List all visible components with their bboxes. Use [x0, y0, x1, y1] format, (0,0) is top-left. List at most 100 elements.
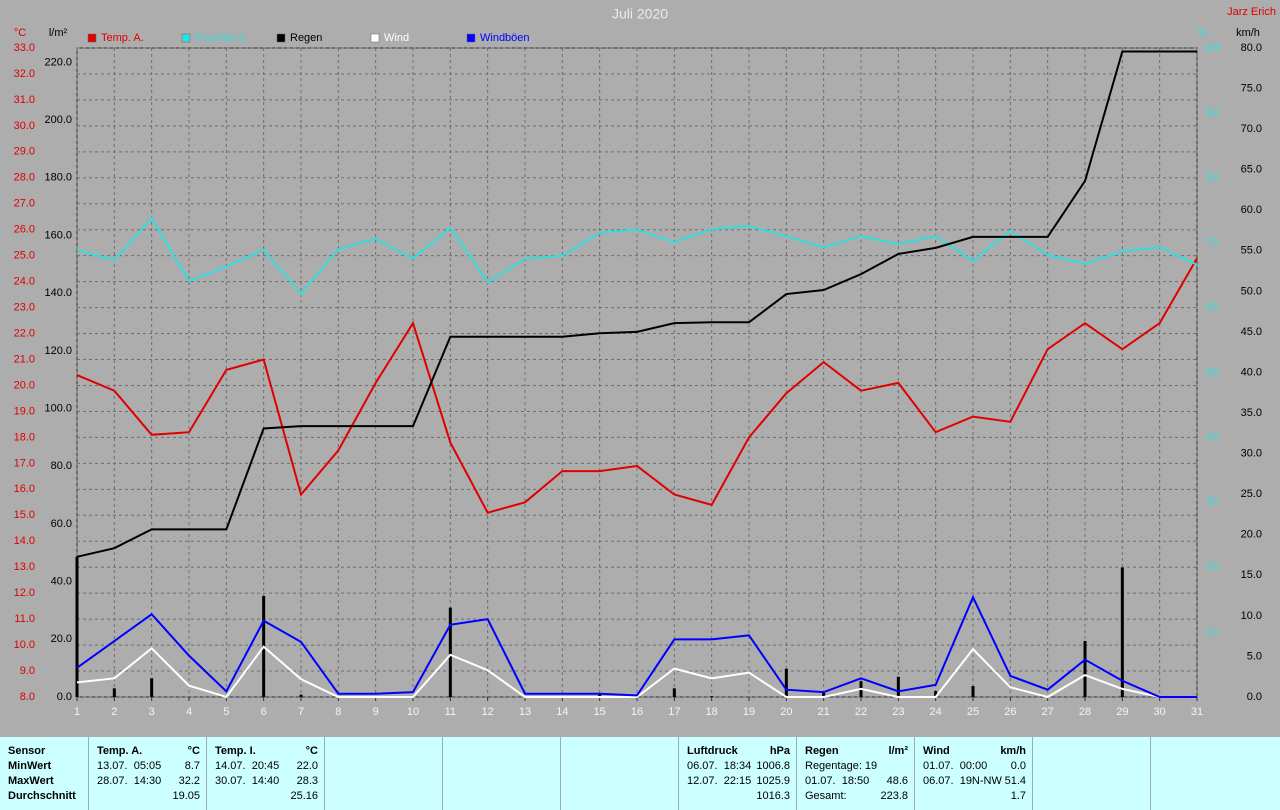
- y-tick-label: 26.0: [14, 224, 35, 236]
- table-cell: 06.07. 19N-NW: [923, 775, 1002, 787]
- y-tick-label: 0.0: [1247, 691, 1262, 703]
- y-tick-label: 31.0: [14, 94, 35, 106]
- table-cell: 28.07. 14:30: [97, 775, 162, 787]
- x-tick-label: 24: [930, 706, 942, 718]
- x-tick-label: 23: [892, 706, 904, 718]
- table-cell: MaxWert: [8, 775, 54, 787]
- rain-bar: [112, 688, 116, 697]
- x-tick-label: 14: [556, 706, 568, 718]
- y-tick-label: 20.0: [14, 379, 35, 391]
- y-tick-label: 80: [1206, 172, 1218, 184]
- legend-swatch: [181, 33, 191, 43]
- x-tick-label: 13: [519, 706, 531, 718]
- table-cell: Gesamt:: [805, 790, 847, 802]
- table-cell: Regentage: 19: [805, 760, 878, 772]
- y-tick-label: 27.0: [14, 198, 35, 210]
- y-axis-unit: °C: [14, 27, 26, 39]
- legend-label: Temp. A.: [101, 32, 144, 44]
- table-cell: 01.07. 00:00: [923, 760, 988, 772]
- y-tick-label: 8.0: [20, 691, 35, 703]
- table-cell: 12.07. 22:15: [687, 775, 752, 787]
- stats-table: Sensor MinWert MaxWert Durchschnitt Temp. A…: [0, 737, 1280, 810]
- table-cell: °C: [187, 745, 200, 757]
- x-tick-label: 12: [482, 706, 494, 718]
- table-cell: l/m²: [888, 745, 908, 757]
- y-tick-label: 40: [1206, 431, 1218, 443]
- y-tick-label: 60: [1206, 302, 1218, 314]
- x-tick-label: 22: [855, 706, 867, 718]
- y-tick-label: 33.0: [14, 42, 35, 54]
- y-tick-label: 0.0: [57, 691, 72, 703]
- x-tick-label: 4: [186, 706, 192, 718]
- y-tick-label: 25.0: [1241, 488, 1262, 500]
- table-cell: 223.8: [880, 790, 908, 802]
- y-tick-label: 17.0: [14, 457, 35, 469]
- table-cell: 28.3: [296, 775, 318, 787]
- y-tick-label: 20: [1206, 561, 1218, 573]
- x-tick-label: 28: [1079, 706, 1091, 718]
- y-tick-label: 140.0: [44, 287, 72, 299]
- table-column: [561, 737, 679, 810]
- x-tick-label: 27: [1042, 706, 1054, 718]
- table-column: Regen l/m² Regentage: 19 01.07. 18:50 48.6 Ge…: [797, 737, 915, 810]
- rain-bar: [822, 692, 826, 697]
- table-cell: 13.07. 05:05: [97, 760, 162, 772]
- y-tick-label: 32.0: [14, 68, 35, 80]
- table-cell: 1.7: [1010, 790, 1026, 802]
- y-tick-label: 220.0: [44, 56, 72, 68]
- series-line: [76, 216, 1198, 296]
- table-column: Sensor MinWert MaxWert Durchschnitt: [0, 737, 89, 810]
- table-cell: 1025.9: [756, 775, 790, 787]
- x-tick-label: 16: [631, 706, 643, 718]
- x-tick-label: 29: [1116, 706, 1128, 718]
- y-tick-label: 60.0: [1241, 204, 1262, 216]
- y-tick-label: 35.0: [1241, 407, 1262, 419]
- y-tick-label: 24.0: [14, 276, 35, 288]
- table-column: Temp. A. °C 13.07. 05:05 8.7 28.07. 14:30 32.…: [89, 737, 207, 810]
- y-tick-label: 15.0: [1241, 569, 1262, 581]
- x-tick-label: 26: [1004, 706, 1016, 718]
- y-tick-label: 50.0: [1241, 285, 1262, 297]
- x-tick-label: 8: [335, 706, 341, 718]
- x-tick-label: 20: [780, 706, 792, 718]
- table-column: Temp. I. °C 14.07. 20:45 22.0 30.07. 14:40 28…: [207, 737, 325, 810]
- y-tick-label: 80.0: [1241, 42, 1262, 54]
- y-tick-label: 15.0: [14, 509, 35, 521]
- x-tick-label: 19: [743, 706, 755, 718]
- table-cell: °C: [305, 745, 318, 757]
- x-tick-label: 7: [298, 706, 304, 718]
- y-tick-label: 29.0: [14, 146, 35, 158]
- x-tick-label: 9: [373, 706, 379, 718]
- table-column: [1151, 737, 1280, 810]
- y-tick-label: 55.0: [1241, 245, 1262, 257]
- y-tick-label: 10.0: [14, 639, 35, 651]
- x-tick-label: 11: [445, 706, 456, 718]
- table-cell: km/h: [1000, 745, 1026, 757]
- y-tick-label: 180.0: [44, 172, 72, 184]
- table-cell: 8.7: [184, 760, 200, 772]
- x-tick-label: 2: [111, 706, 117, 718]
- table-cell: 14.07. 20:45: [215, 760, 280, 772]
- y-tick-label: 23.0: [14, 302, 35, 314]
- y2-axis-unit: l/m²: [49, 27, 68, 39]
- y-tick-label: 16.0: [14, 483, 35, 495]
- table-cell: 48.6: [886, 775, 908, 787]
- series-line: [76, 645, 1197, 699]
- y-tick-label: 12.0: [14, 587, 35, 599]
- y-tick-label: 40.0: [51, 576, 72, 588]
- y-tick-label: 80.0: [51, 460, 72, 472]
- y-tick-label: 10: [1206, 626, 1218, 638]
- rain-bar: [448, 607, 452, 697]
- y-tick-label: 60.0: [51, 518, 72, 530]
- x-tick-label: 10: [407, 706, 419, 718]
- y-tick-label: 40.0: [1241, 366, 1262, 378]
- table-cell: Temp. I.: [215, 745, 256, 757]
- x-tick-label: 5: [223, 706, 229, 718]
- table-cell: 19.05: [172, 790, 200, 802]
- y-tick-label: 120.0: [44, 345, 72, 357]
- y-tick-label: 45.0: [1241, 326, 1262, 338]
- x-tick-label: 3: [149, 706, 155, 718]
- table-cell: Temp. A.: [97, 745, 143, 757]
